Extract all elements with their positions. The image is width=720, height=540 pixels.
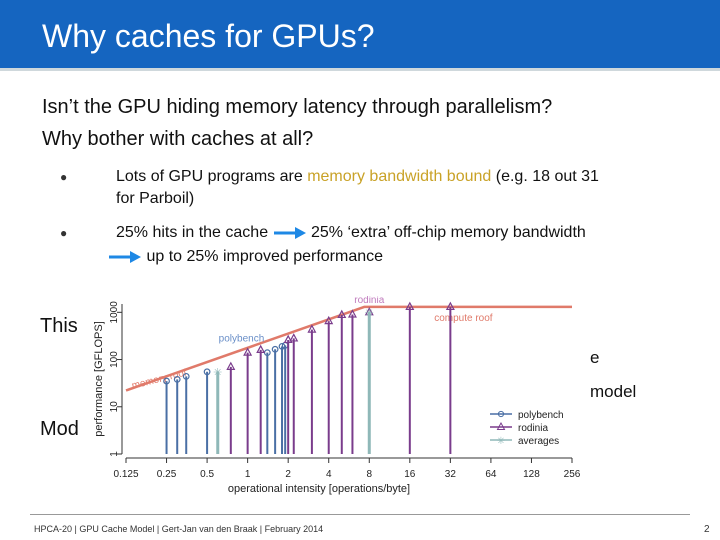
x-tick-label: 16	[404, 469, 416, 480]
partial-text-mod: Mod	[40, 418, 79, 440]
legend-label-rodinia: rodinia	[518, 423, 548, 434]
x-tick-label: 0.5	[200, 469, 214, 480]
bullet-2-line2: up to 25% improved performance	[146, 248, 384, 265]
slide-title: Why caches for GPUs?	[42, 18, 375, 54]
polybench-point	[173, 375, 181, 383]
polybench-point	[163, 377, 170, 385]
rodinia-point	[445, 301, 455, 311]
x-tick-label: 0.125	[113, 469, 138, 480]
title-bar: Why caches for GPUs?	[0, 0, 720, 68]
rodinia-point	[256, 344, 266, 354]
partial-text-model: model	[590, 382, 637, 401]
roofline-chart-svg: 0.125 0.25 0.5 1 2 4 8 16 32 64 128 256 1 10 100 1000 op…	[93, 295, 581, 495]
x-tick-label: 1	[245, 469, 251, 480]
x-tick-label: 8	[366, 469, 372, 480]
bullet-2-part2: 25% ‘extra’ off-chip memory bandwidth	[311, 224, 586, 241]
y-tick-label: 1	[109, 451, 120, 457]
footer: HPCA-20 | GPU Cache Model | Gert-Jan van…	[0, 508, 720, 540]
y-tick-label: 1000	[109, 301, 120, 324]
polybench-group-label: polybench	[219, 333, 265, 344]
rodinia-point	[337, 309, 347, 319]
x-tick-label: 128	[523, 469, 540, 480]
bullet-1-line2: for Parboil)	[116, 190, 195, 207]
bullet-2-part1: 25% hits in the cache	[116, 224, 269, 241]
averages-point: ✳	[213, 366, 222, 379]
legend-marker-averages: ✳	[497, 436, 505, 447]
polybench-point	[271, 345, 279, 353]
rodinia-point	[243, 347, 253, 356]
legend-label-averages: averages	[518, 436, 559, 447]
roofline-chart: 0.125 0.25 0.5 1 2 4 8 16 32 64 128 256 1 10 100 1000 op…	[92, 295, 586, 496]
polybench-point	[182, 372, 190, 380]
compute-roof-label: compute roof	[434, 313, 493, 324]
rodinia-point	[347, 309, 357, 318]
page-number: 2	[704, 524, 710, 535]
bullet-1-post: (e.g. 18 out 31	[491, 168, 599, 185]
legend-label-polybench: polybench	[518, 410, 564, 421]
bullet-1-text: Lots of GPU programs are memory bandwidt…	[116, 166, 696, 210]
title-divider	[0, 68, 720, 71]
right-arrow-icon	[109, 250, 141, 263]
averages-point: ✳	[365, 306, 374, 319]
rodinia-point	[226, 361, 236, 370]
x-tick-label: 2	[285, 469, 291, 480]
bullet-dot-icon: ●	[60, 170, 68, 184]
x-tick-label: 0.25	[157, 469, 177, 480]
x-tick-label: 256	[564, 469, 581, 480]
polybench-point	[203, 368, 211, 376]
x-axis-label: operational intensity [operations/byte]	[228, 483, 410, 495]
intro-line-2: Why bother with caches at all?	[42, 128, 314, 150]
bullet-2-line2-row: up to 25% improved performance	[108, 246, 383, 268]
legend-marker-rodinia	[496, 421, 506, 430]
intro-line-1: Isn’t the GPU hiding memory latency thro…	[42, 96, 553, 118]
rodinia-point	[307, 324, 317, 333]
rodinia-point	[289, 333, 299, 342]
rodinia-point	[283, 334, 293, 344]
y-axis-label: performance [GFLOPS]	[93, 321, 105, 437]
bullet-2-line1: 25% hits in the cache 25% ‘extra’ off-ch…	[116, 222, 716, 244]
footer-divider	[30, 514, 690, 515]
y-tick-label: 10	[109, 401, 120, 413]
legend-marker-polybench	[497, 410, 505, 418]
rodinia-point	[324, 315, 334, 325]
roofline-line	[125, 305, 572, 392]
bullet-dot-icon: ●	[60, 226, 68, 240]
right-arrow-icon	[273, 226, 306, 239]
footer-text: HPCA-20 | GPU Cache Model | Gert-Jan van…	[34, 524, 324, 534]
rodinia-point	[405, 301, 415, 311]
y-tick-label: 100	[109, 351, 120, 368]
partial-text-e: e	[590, 348, 600, 367]
x-tick-label: 4	[326, 469, 332, 480]
x-tick-label: 32	[445, 469, 457, 480]
x-tick-label: 64	[485, 469, 497, 480]
partial-text-this: This	[40, 315, 78, 337]
rodinia-group-label: rodinia	[354, 296, 384, 306]
bullet-1-highlight: memory bandwidth bound	[307, 168, 492, 185]
bullet-1-pre: Lots of GPU programs are	[116, 168, 308, 185]
